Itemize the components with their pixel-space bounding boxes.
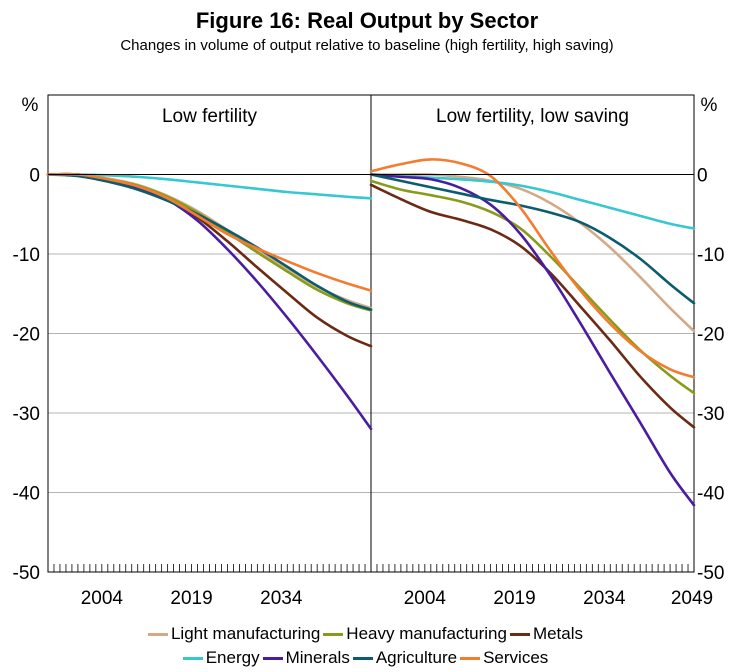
series-line-metals [46, 172, 373, 348]
legend-label: Energy [205, 648, 260, 667]
series-line-minerals [46, 172, 373, 431]
legend-item-metals: Metals [509, 624, 584, 644]
legend-label: Agriculture [375, 648, 458, 667]
y-tick-label-right: -10 [697, 245, 724, 266]
x-tick-label: 2004 [404, 588, 447, 609]
chart-subtitle: Changes in volume of output relative to … [120, 37, 614, 54]
legend-label: Heavy manufacturing [346, 624, 507, 643]
legend-item-light-manufacturing: Light manufacturing [147, 624, 321, 644]
x-tick-label: 2034 [260, 588, 303, 609]
panel-title: Low fertility [162, 106, 258, 127]
x-tick-label: 2019 [493, 588, 535, 609]
legend-swatch [182, 656, 203, 660]
legend-row-2: Energy Minerals Agriculture Services [0, 648, 734, 668]
y-tick-label-left: -20 [13, 325, 40, 346]
y-unit-right: % [701, 95, 718, 116]
y-tick-label-left: -50 [13, 563, 40, 584]
legend-swatch [509, 632, 530, 636]
x-tick-label: 2019 [170, 588, 212, 609]
panel-title: Low fertility, low saving [436, 106, 629, 127]
series-line-services [46, 172, 373, 292]
y-tick-label-left: -10 [13, 245, 40, 266]
series-line-light-manufacturing [369, 173, 696, 333]
legend-swatch [147, 632, 168, 636]
legend-item-energy: Energy [182, 648, 260, 668]
series-line-services [369, 158, 696, 379]
y-tick-label-left: 0 [29, 166, 40, 187]
legend-swatch [460, 656, 481, 660]
y-tick-label-right: -50 [697, 563, 724, 584]
y-unit-left: % [22, 95, 39, 116]
x-tick-label: 2034 [583, 588, 626, 609]
legend-item-agriculture: Agriculture [352, 648, 458, 668]
series-line-energy [46, 173, 373, 200]
chart-title: Figure 16: Real Output by Sector [195, 8, 539, 33]
legend-row-1: Light manufacturing Heavy manufacturing Me… [0, 624, 734, 644]
legend-item-minerals: Minerals [262, 648, 350, 668]
legend-swatch [323, 632, 344, 636]
legend-label: Minerals [285, 648, 350, 667]
y-tick-label-left: -30 [13, 404, 40, 425]
legend-swatch [352, 656, 373, 660]
series-line-agriculture [369, 173, 696, 305]
series-line-minerals [369, 173, 696, 507]
series-line-heavy-manufacturing [369, 179, 696, 395]
x-tick-label: 2004 [81, 588, 124, 609]
y-tick-label-right: -20 [697, 325, 724, 346]
legend-label: Services [483, 648, 549, 667]
x-tick-label: 2049 [671, 588, 713, 609]
series-line-metals [369, 183, 696, 429]
legend-item-heavy-manufacturing: Heavy manufacturing [323, 624, 507, 644]
y-tick-label-right: -40 [697, 484, 724, 505]
legend-label: Metals [532, 624, 584, 643]
series-line-energy [369, 173, 696, 230]
legend-item-services: Services [460, 648, 548, 668]
chart-area: 0 0 -10 -10 -20 -20 -30 -30 -40 -40 -50 -50% % 2004 20… [13, 94, 724, 609]
series-line-agriculture [46, 173, 373, 311]
legend-label: Light manufacturing [170, 624, 321, 643]
y-tick-label-right: 0 [697, 166, 708, 187]
y-tick-label-left: -40 [13, 484, 40, 505]
legend-swatch [262, 656, 283, 660]
y-tick-label-right: -30 [697, 404, 724, 425]
